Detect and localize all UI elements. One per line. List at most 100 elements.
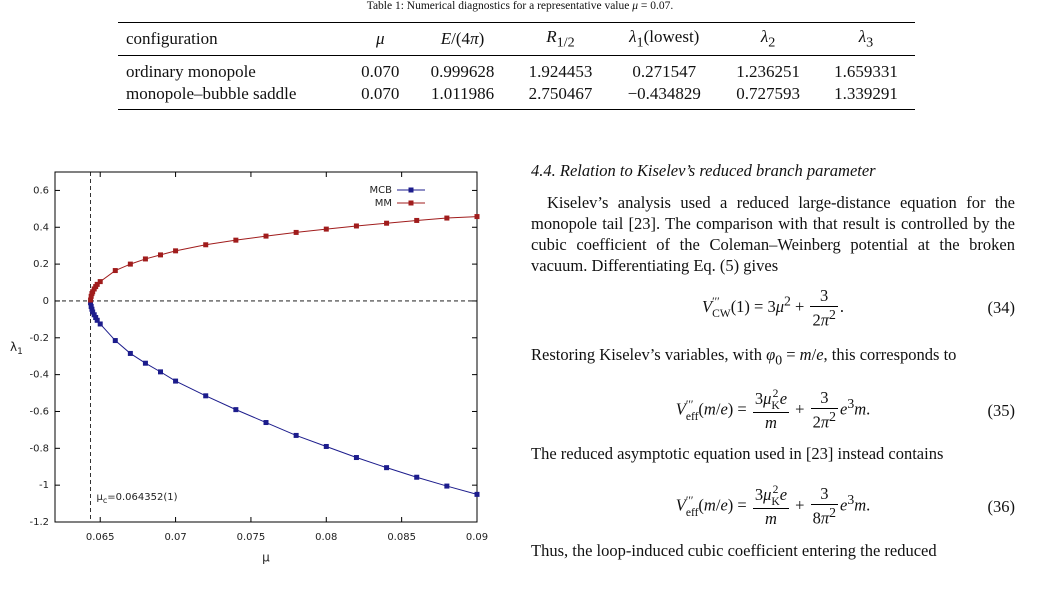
marker <box>94 281 100 287</box>
marker <box>158 252 163 258</box>
marker <box>97 321 103 327</box>
marker <box>414 217 420 223</box>
marker <box>173 378 179 384</box>
math: μ <box>375 29 385 49</box>
fraction: 3 2π2 <box>810 286 838 331</box>
chart: 0.6 0.4 0.2 0 -0.2 -0.4 -0.6 -0.8 -1 -1.2 0.065 0.0… <box>10 171 488 565</box>
table-cell: 0.999628 <box>430 62 495 82</box>
marker <box>203 242 209 248</box>
text: 8 <box>812 508 821 528</box>
x-tick-label: 0.075 <box>237 532 266 543</box>
subscript: 1 <box>17 347 23 357</box>
legend-marker <box>408 200 414 206</box>
marker <box>323 226 329 232</box>
marker <box>91 312 97 318</box>
superscript: ′′′ <box>685 494 694 507</box>
table: configuration μ E/(4π) R1/2 λ1(lowest) λ2 λ3 or… <box>118 22 915 111</box>
marker <box>88 303 94 309</box>
legend-label: MCB <box>370 185 393 196</box>
marker <box>142 360 148 366</box>
text: 3 <box>820 286 829 305</box>
text: 3 <box>820 484 829 504</box>
superscript: 2 <box>829 409 837 425</box>
table-row: ordinary monopole 0.070 0.999628 1.924453 0.… <box>118 56 915 84</box>
paragraph: The reduced asymptotic equation used in … <box>531 443 1015 464</box>
header-cell: λ2 <box>719 22 818 57</box>
math: m <box>799 345 812 364</box>
equation-body: V ′′′ CW (1) = 3μ2 + 3 2π2. <box>702 286 844 331</box>
marker <box>89 306 95 312</box>
fraction: 3 8π2 <box>810 484 839 529</box>
text: / <box>715 399 721 419</box>
table-cell: −0.434829 <box>627 84 701 104</box>
text: . <box>839 297 844 317</box>
marker <box>127 261 133 267</box>
numerator: 3 <box>810 484 839 506</box>
text: Table 1: Numerical diagnostics for a rep… <box>366 0 633 12</box>
denominator: 8π2 <box>811 505 838 529</box>
marker <box>233 237 239 243</box>
math: μ <box>763 484 772 504</box>
header-cell: E/(4π) <box>413 22 512 57</box>
superscript: 3 <box>847 491 855 507</box>
text: Kiselev’s analysis used a reduced large-… <box>531 193 1015 275</box>
table-cell: 1.924453 <box>528 62 593 82</box>
table-cell: 1.236251 <box>736 62 800 82</box>
fraction: 3 2π2 <box>810 388 839 433</box>
subscript: K <box>771 400 780 413</box>
series-line <box>90 302 478 495</box>
text: / <box>715 495 721 515</box>
table-header: configuration μ E/(4π) R1/2 λ1(lowest) λ2 λ3 <box>118 22 915 57</box>
x-tick-label: 0.07 <box>164 532 186 543</box>
math: e <box>720 495 728 515</box>
math: m <box>854 495 867 515</box>
marker <box>88 300 94 306</box>
annotation: μc=0.064352(1) <box>96 492 177 505</box>
math: m <box>703 399 716 419</box>
math: m <box>764 509 777 529</box>
y-tick-label: -0.4 <box>29 370 49 381</box>
y-tick-label: 0.6 <box>33 185 49 196</box>
marker <box>112 338 118 344</box>
marker <box>90 309 96 315</box>
x-tick-label: 0.08 <box>315 532 337 543</box>
marker <box>293 432 299 438</box>
text: + <box>791 495 809 515</box>
scripts: ′′′ CW <box>712 296 731 320</box>
subscript: 1 <box>636 34 644 51</box>
subscript: K <box>771 496 780 509</box>
header-cell: μ <box>346 22 414 57</box>
marker <box>90 289 96 295</box>
text: /(4 <box>451 29 471 49</box>
plot-frame <box>54 171 478 523</box>
math: μ <box>763 388 772 408</box>
text: , this corresponds to <box>823 345 957 364</box>
subscript: eff <box>685 410 699 423</box>
text: . <box>866 495 871 515</box>
paragraph: Restoring Kiselev’s variables, with φ0 =… <box>531 344 1015 370</box>
marker <box>173 248 179 254</box>
math: e <box>840 399 848 419</box>
math: λ <box>629 27 637 46</box>
x-tick-label: 0.065 <box>86 532 115 543</box>
text: ) <box>478 29 485 49</box>
marker <box>384 220 390 226</box>
text: 3 <box>754 388 764 408</box>
text: =0.064352(1) <box>107 492 177 503</box>
y-tick-label: 0 <box>43 296 49 307</box>
marker <box>263 420 269 426</box>
superscript: 2 <box>784 293 791 309</box>
table-caption: Table 1: Numerical diagnostics for a rep… <box>0 0 1040 12</box>
equation-number: (36) <box>987 496 1016 516</box>
text: configuration <box>126 29 218 49</box>
table-cell: ordinary monopole <box>126 62 256 82</box>
header-cell: λ3 <box>817 22 915 57</box>
math: V <box>675 399 686 419</box>
math: e <box>816 345 824 364</box>
